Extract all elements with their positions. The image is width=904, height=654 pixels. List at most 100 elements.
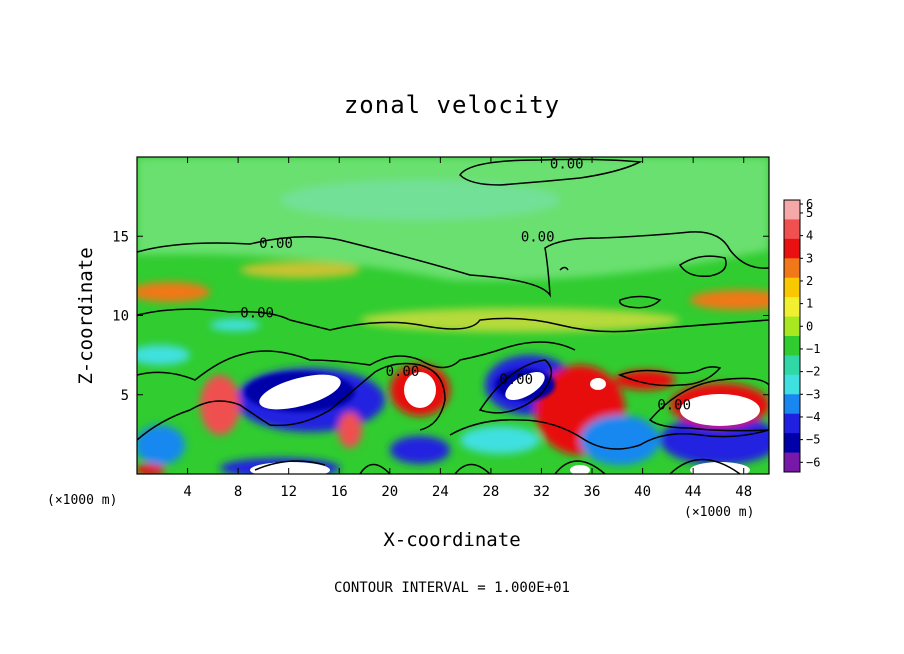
- contour-line: [137, 341, 576, 381]
- contour-labels: 0.00 0.00 0.00 0.00 0.00 0.00 0.00: [240, 157, 691, 413]
- colorbar-tick-label: 1: [806, 297, 813, 311]
- contour-line: [669, 458, 741, 474]
- x-tick-label: 40: [634, 484, 651, 500]
- colorbar-tick-label: 3: [806, 251, 813, 265]
- x-tick-label: 8: [234, 484, 242, 500]
- colorbar-tick-label: 5: [806, 206, 813, 220]
- yellow-band: [360, 308, 680, 332]
- blue-blob: [137, 425, 185, 465]
- cyan-blob: [460, 426, 540, 454]
- saturated-region: [570, 465, 590, 474]
- contour-line: [617, 366, 722, 387]
- colorbar-tick-label: 6: [806, 197, 813, 211]
- velocity-field: 0.00 0.00 0.00 0.00 0.00 0.00 0.00: [137, 157, 769, 474]
- contour-line: [478, 359, 553, 414]
- saturated-region: [404, 372, 436, 408]
- x-tick-label: 44: [685, 484, 702, 500]
- orange-band: [240, 262, 360, 278]
- red-blob: [137, 464, 165, 474]
- x-tick-label: 4: [183, 484, 191, 500]
- x-unit-label-left: (×1000 m): [47, 493, 117, 508]
- colorbar-tick-label: −1: [806, 342, 820, 356]
- y-tick-label: 15: [112, 229, 129, 245]
- blue-blob: [580, 415, 660, 465]
- colorbar-swatch: [784, 394, 800, 415]
- colorbar-swatch: [784, 316, 800, 337]
- saturated-region: [505, 372, 545, 400]
- colorbar-tick-label: −4: [806, 410, 820, 424]
- colorbar-tick-label: 0: [806, 319, 813, 333]
- colorbar-tick-label: 2: [806, 274, 813, 288]
- contour-line: [454, 463, 491, 474]
- contour-label: 0.00: [521, 229, 555, 245]
- saturated-region: [680, 394, 760, 426]
- contour-line: [137, 308, 769, 333]
- y-axis-ticks: 5 10 15: [112, 229, 769, 404]
- colorbar-swatch: [784, 452, 800, 473]
- colorbar-swatch: [784, 277, 800, 298]
- x-axis-label: X-coordinate: [383, 529, 520, 551]
- saturated-region: [690, 462, 750, 474]
- contour-line: [449, 419, 769, 450]
- colorbar-swatch: [784, 355, 800, 376]
- x-tick-label: 16: [331, 484, 348, 500]
- contour-line: [459, 158, 643, 186]
- colorbar-frame: [783, 199, 801, 473]
- x-tick-label: 28: [482, 484, 499, 500]
- colorbar-swatch: [784, 219, 800, 240]
- colorbar-tick-label: −5: [806, 433, 820, 447]
- x-tick-label: 48: [735, 484, 752, 500]
- zero-contours: [137, 158, 769, 474]
- saturated-region: [250, 462, 330, 474]
- colorbar-swatch: [784, 413, 800, 434]
- x-tick-label: 36: [584, 484, 601, 500]
- contour-label: 0.00: [386, 364, 420, 380]
- colorbar-tick-label: −2: [806, 365, 820, 379]
- contour-interval-note: CONTOUR INTERVAL = 1.000E+01: [334, 580, 570, 596]
- contour-line: [648, 377, 769, 432]
- contour-line: [359, 463, 391, 474]
- y-tick-label: 10: [112, 309, 129, 325]
- colorbar-tick-label: −3: [806, 387, 820, 401]
- left-orange-band: [137, 282, 210, 302]
- y-axis-label: Z-coordinate: [75, 247, 97, 384]
- contour-label: 0.00: [240, 306, 274, 322]
- red-blob: [338, 412, 362, 448]
- contour-label: 0.00: [657, 397, 691, 413]
- blue-blob: [390, 436, 450, 464]
- y-tick-label: 5: [121, 388, 129, 404]
- colorbar-swatch: [784, 297, 800, 318]
- colorbar-tick-label: −6: [806, 455, 820, 469]
- saturated-region: [590, 378, 606, 390]
- contour-line: [678, 255, 727, 278]
- x-tick-label: 32: [533, 484, 550, 500]
- colorbar-tick-label: 4: [806, 229, 813, 243]
- x-tick-label: 24: [432, 484, 449, 500]
- colorbar-swatch: [784, 336, 800, 356]
- contour-line: [618, 295, 662, 309]
- colorbar-swatch: [784, 374, 800, 395]
- contour-label: 0.00: [499, 372, 533, 388]
- contour-line: [554, 460, 606, 474]
- x-unit-label-right: (×1000 m): [684, 505, 754, 520]
- x-tick-label: 12: [280, 484, 297, 500]
- upper-cyan-patch: [280, 180, 560, 220]
- contour-label: 0.00: [550, 157, 584, 173]
- x-tick-label: 20: [381, 484, 398, 500]
- red-blob: [200, 375, 240, 435]
- colorbar-swatch: [784, 238, 800, 259]
- saturated-region: [259, 374, 341, 410]
- contour-line: [559, 266, 569, 271]
- colorbar-swatch: [784, 258, 800, 279]
- contour-line: [137, 231, 769, 298]
- contour-label: 0.00: [259, 236, 293, 252]
- x-axis-ticks: 4 8 12 16 20 24 28 32 36 40 44 48: [183, 157, 752, 500]
- cyan-blob: [210, 319, 260, 331]
- contour-line: [137, 362, 446, 441]
- cyan-blob: [137, 345, 190, 365]
- colorbar-swatch: [784, 200, 800, 220]
- contour-line: [254, 460, 326, 471]
- right-orange-band: [690, 290, 769, 310]
- colorbar: 65 4 3 2 1 0 −1 −2 −3 −4 −5 −6: [783, 197, 820, 473]
